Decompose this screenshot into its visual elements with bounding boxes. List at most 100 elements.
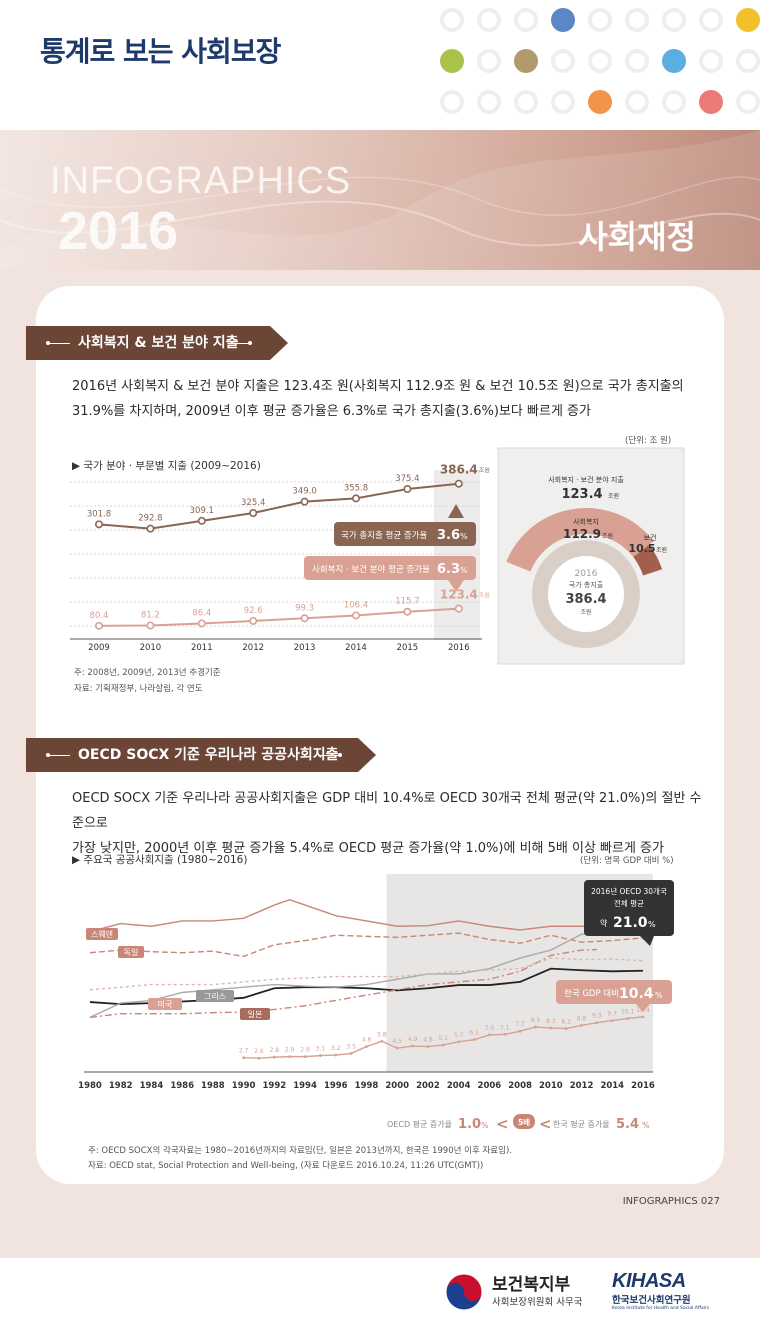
dot-colored — [736, 8, 760, 32]
korea-data-label: 5.8 — [377, 1031, 387, 1038]
banner-year: 2016 — [58, 201, 179, 261]
dot-ring — [440, 90, 464, 114]
oecd-average-box — [584, 880, 674, 936]
welfare-spending-label: 80.4 — [90, 611, 109, 621]
welfare-spending-label: 99.3 — [295, 603, 314, 613]
total-spending-label: 309.1 — [190, 506, 214, 516]
x-tick-label: 2016 — [448, 643, 470, 653]
callout-welfare-label: 사회복지 · 보건 분야 평균 증가율 — [312, 564, 430, 575]
korea-data-label: 2.6 — [254, 1048, 264, 1055]
series-line — [89, 932, 644, 958]
kihasa-logo: KIHASA — [612, 1270, 686, 1292]
korea-point — [426, 1045, 430, 1048]
korea-point — [610, 1019, 614, 1022]
korea-data-label: 7.7 — [515, 1021, 525, 1028]
section2-note2: 자료: OECD stat, Social Protection and Wel… — [88, 1161, 484, 1171]
section1-note2: 자료: 기획재정부, 나라살림, 각 연도 — [74, 684, 203, 694]
x-tick-label: 2004 — [447, 1081, 471, 1091]
dot-colored — [440, 49, 464, 73]
oecd-growth-value: 1.0 — [458, 1117, 481, 1132]
korea-data-label: 9.3 — [592, 1013, 602, 1020]
korea-point — [395, 1046, 399, 1050]
x-tick-label: 2016 — [631, 1081, 655, 1091]
times-badge — [513, 1114, 535, 1129]
section2-heading: OECD SOCX 기준 우리나라 공공사회지출 — [26, 738, 376, 772]
total-spending-line — [98, 482, 459, 530]
welfare-spending-point — [300, 614, 309, 623]
x-tick-label: 2000 — [385, 1081, 409, 1091]
welfare-spending-line — [98, 607, 459, 627]
welfare-spending-point — [95, 621, 104, 630]
x-tick-label: 1994 — [293, 1081, 317, 1091]
dot-ring — [736, 49, 760, 73]
dot-colored — [699, 90, 723, 114]
welfare-slice — [506, 508, 654, 572]
socx-line-chart: 1980 1982 1984 1986 1988 1990 1992 1994 1996 1998… — [78, 874, 674, 1133]
less-than-icon: < — [539, 1115, 552, 1133]
korea-point — [242, 1056, 246, 1060]
section2-chart-title: ▶ 주요국 공공사회지출 (1980~2016) — [72, 854, 248, 866]
health-unit: 조원 — [656, 546, 667, 554]
series-line — [89, 928, 644, 1019]
less-than-icon: < — [496, 1115, 509, 1133]
korea-point — [257, 1056, 261, 1060]
total-spending-label: 349.0 — [292, 487, 316, 497]
korea-data-label: 2.9 — [300, 1047, 310, 1054]
x-tick-label: 2013 — [294, 643, 316, 653]
oecd-box-line1: 2016년 OECD 30개국 — [591, 886, 667, 896]
country-tag-label: 스웨덴 — [91, 929, 113, 939]
korea-data-label: 4.8 — [423, 1037, 433, 1044]
korea-point — [518, 1029, 522, 1033]
decorative-dots — [440, 8, 760, 114]
dot-ring — [477, 49, 501, 73]
times-badge-label: 5배 — [518, 1117, 530, 1127]
dot-ring — [625, 8, 649, 32]
total-spending-point — [351, 494, 360, 503]
oecd-growth-unit: % — [481, 1121, 489, 1130]
dot-ring — [514, 90, 538, 114]
section1-chart-title: ▶ 국가 분야 · 부문별 지출 (2009~2016) — [72, 460, 261, 472]
unit-label: 조원 — [479, 592, 490, 600]
korea-data-label: 7.1 — [500, 1024, 510, 1031]
taegeuk-icon — [445, 1273, 483, 1311]
korea-data-label: 8.5 — [531, 1017, 541, 1024]
korea-data-label: 5.1 — [439, 1035, 449, 1042]
dot-ring — [588, 49, 612, 73]
kihasa-en: Korea Institute for Health and Social Af… — [612, 1306, 710, 1311]
dot-ring — [662, 90, 686, 114]
total-spending-point — [197, 516, 206, 525]
oecd-average-pointer — [640, 936, 654, 946]
callout-welfare-unit: % — [460, 566, 468, 575]
x-tick-label: 2014 — [600, 1081, 624, 1091]
welfare-spending-label: 92.6 — [244, 606, 263, 616]
banner-category: 사회재정 — [578, 218, 696, 256]
welfare-spending-point — [197, 619, 206, 628]
korea-data-label: 5.7 — [454, 1032, 464, 1039]
x-tick-label: 2012 — [570, 1081, 594, 1091]
x-tick-label: 2010 — [140, 643, 162, 653]
dot-ring — [551, 49, 575, 73]
ministry-sub: 사회보장위원회 사무국 — [492, 1297, 583, 1308]
korea-growth-unit: % — [642, 1121, 650, 1130]
x-tick-label: 2012 — [242, 643, 264, 653]
kihasa-sub: 한국보건사회연구원 — [612, 1295, 691, 1306]
korea-point — [457, 1040, 461, 1044]
korea-data-label: 10.1 — [621, 1008, 635, 1015]
total-spending-label: 386.4 — [440, 463, 478, 477]
dot-ring — [477, 90, 501, 114]
callout-total-unit: % — [460, 532, 468, 541]
korea-point — [534, 1025, 537, 1029]
donut-top-unit: 조원 — [608, 492, 619, 500]
dot-ring — [440, 8, 464, 32]
korea-point — [349, 1052, 353, 1055]
korea-point — [380, 1039, 384, 1043]
series-line — [89, 948, 597, 1019]
footer: 보건복지부 사회보장위원회 사무국 KIHASA 한국보건사회연구원 Korea… — [0, 1258, 760, 1323]
korea-data-label: 9.7 — [608, 1011, 618, 1018]
total-spending-label: 301.8 — [87, 509, 111, 519]
dot-ring — [699, 49, 723, 73]
korea-data-label: 2.8 — [270, 1047, 280, 1054]
health-slice — [633, 544, 663, 576]
x-tick-label: 2011 — [191, 643, 213, 653]
header: 통계로 보는 사회보장 — [0, 0, 760, 130]
